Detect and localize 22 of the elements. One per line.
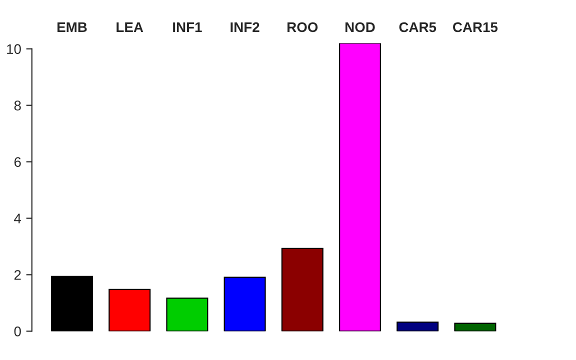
x-tick-label: CAR15 xyxy=(453,22,498,32)
x-tick-label: ROO xyxy=(288,22,318,32)
y-tick-label: 2 xyxy=(14,270,21,280)
y-tick-label: 8 xyxy=(14,100,21,110)
bar xyxy=(166,298,208,332)
y-tick-label: 0 xyxy=(14,326,21,336)
bar xyxy=(338,43,382,332)
bar xyxy=(396,322,439,332)
x-tick-label: CAR5 xyxy=(399,22,436,32)
bar xyxy=(50,276,94,332)
bar xyxy=(281,248,324,332)
y-tick-label: 10 xyxy=(7,44,21,54)
x-tick-label: INF1 xyxy=(173,22,202,32)
y-tick-label: 4 xyxy=(14,214,22,224)
x-tick-label: INF2 xyxy=(230,22,260,32)
bar xyxy=(224,276,266,332)
x-tick-label: NOD xyxy=(345,22,375,32)
x-tick-label: EMB xyxy=(57,22,87,32)
bar xyxy=(108,288,151,332)
x-tick-label: LEA xyxy=(116,22,144,32)
y-tick-label: 6 xyxy=(14,157,21,167)
bar xyxy=(454,322,496,332)
